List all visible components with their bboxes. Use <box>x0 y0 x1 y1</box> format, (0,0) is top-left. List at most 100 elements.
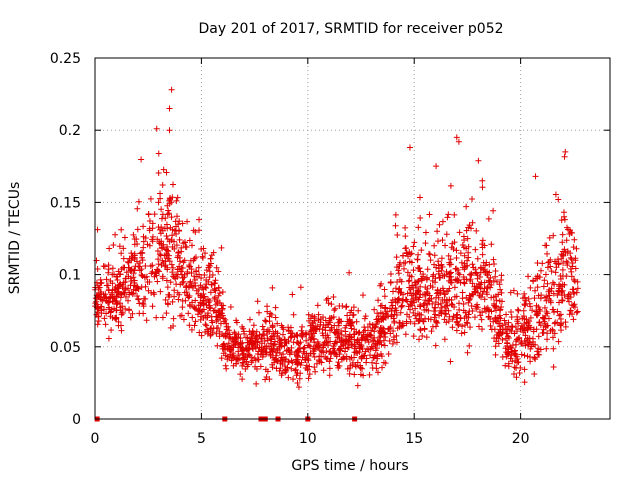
data-point <box>475 323 482 330</box>
data-point <box>429 277 436 284</box>
data-point <box>192 297 199 304</box>
data-point <box>535 351 542 358</box>
data-point <box>177 268 184 275</box>
data-point <box>542 242 549 249</box>
data-point <box>317 316 324 323</box>
data-point <box>402 245 409 252</box>
data-point <box>541 304 548 311</box>
data-point <box>521 352 528 359</box>
data-point <box>138 249 145 256</box>
data-point <box>289 291 296 298</box>
data-point <box>159 257 166 264</box>
data-point <box>387 279 394 286</box>
data-point <box>463 227 470 234</box>
data-point <box>387 270 394 277</box>
data-point <box>537 267 544 274</box>
data-point <box>485 215 492 222</box>
data-point <box>444 214 451 221</box>
data-point <box>361 315 368 322</box>
data-point <box>368 327 375 334</box>
data-point <box>472 303 479 310</box>
data-point <box>393 339 400 346</box>
data-point <box>544 336 551 343</box>
data-point <box>147 263 154 270</box>
data-point <box>95 317 102 324</box>
data-point <box>220 332 227 339</box>
data-point <box>235 331 242 338</box>
data-point <box>117 281 124 288</box>
data-point <box>178 264 185 271</box>
data-point <box>166 210 173 217</box>
data-point <box>484 285 491 292</box>
data-point <box>243 358 250 365</box>
data-point <box>282 339 289 346</box>
data-point <box>105 282 112 289</box>
data-point <box>173 242 180 249</box>
data-point <box>495 291 502 298</box>
data-point <box>205 310 212 317</box>
data-point <box>527 314 534 321</box>
data-point <box>169 264 176 271</box>
data-point <box>428 328 435 335</box>
data-point <box>351 341 358 348</box>
data-point <box>288 333 295 340</box>
data-point <box>262 349 269 356</box>
data-point <box>136 310 143 317</box>
data-point <box>154 247 161 254</box>
data-point <box>169 298 176 305</box>
data-point <box>481 242 488 249</box>
data-point <box>207 255 214 262</box>
data-point <box>386 325 393 332</box>
data-point <box>477 269 484 276</box>
data-point <box>391 318 398 325</box>
data-point <box>269 364 276 371</box>
data-point <box>374 340 381 347</box>
data-point <box>254 356 261 363</box>
data-point <box>288 357 295 364</box>
data-point <box>474 255 481 262</box>
data-point <box>469 195 476 202</box>
data-point <box>432 304 439 311</box>
data-point <box>534 309 541 316</box>
data-point <box>499 298 505 305</box>
data-point <box>384 308 391 315</box>
data-point <box>184 270 191 277</box>
data-point <box>559 239 566 246</box>
data-point <box>408 298 415 305</box>
data-point <box>410 267 417 274</box>
data-point <box>399 302 406 309</box>
data-point <box>478 316 485 323</box>
data-point <box>204 330 211 337</box>
data-point <box>521 379 528 386</box>
data-point <box>112 231 119 238</box>
data-point <box>158 224 165 231</box>
data-point <box>184 292 191 299</box>
data-point <box>446 313 453 320</box>
data-point <box>416 336 423 343</box>
data-point <box>159 275 166 282</box>
data-point <box>282 369 289 376</box>
data-point <box>530 277 537 284</box>
data-point <box>331 347 338 354</box>
data-point <box>94 226 101 233</box>
data-point <box>429 323 436 330</box>
data-point <box>292 366 299 373</box>
data-point <box>385 351 392 358</box>
data-point <box>186 263 193 270</box>
data-point <box>315 311 322 318</box>
data-point <box>460 233 467 240</box>
data-point <box>149 303 156 310</box>
data-point <box>555 261 562 268</box>
data-point <box>554 292 561 299</box>
data-point <box>224 345 231 352</box>
data-point <box>203 277 210 284</box>
data-point <box>417 303 424 310</box>
data-point <box>415 264 422 271</box>
data-point <box>330 293 337 300</box>
data-point <box>208 317 215 324</box>
data-point <box>126 291 133 298</box>
data-point <box>526 339 533 346</box>
data-point <box>173 197 180 204</box>
data-point <box>235 352 242 359</box>
data-point <box>352 349 359 356</box>
